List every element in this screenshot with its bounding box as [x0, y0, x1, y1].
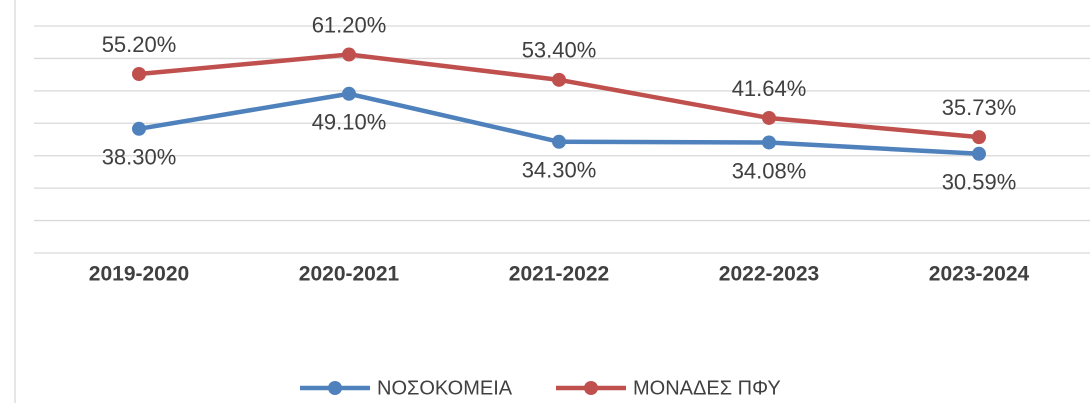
data-point — [762, 110, 776, 125]
data-label: 49.10% — [312, 110, 387, 135]
data-point — [552, 134, 566, 149]
data-label: 34.08% — [732, 158, 807, 183]
data-label: 41.64% — [732, 76, 807, 101]
legend-marker — [584, 381, 598, 395]
data-label: 61.20% — [312, 12, 387, 37]
x-tick-label: 2019-2020 — [89, 263, 189, 286]
data-point — [762, 135, 776, 150]
data-point — [132, 121, 146, 136]
data-point — [972, 130, 986, 145]
x-tick-label: 2022-2023 — [719, 263, 819, 286]
series-line — [138, 52, 980, 140]
x-tick-label: 2020-2021 — [299, 263, 400, 286]
data-point — [342, 86, 356, 101]
data-point — [552, 72, 566, 87]
data-label: 30.59% — [942, 170, 1017, 195]
data-label: 55.20% — [102, 32, 177, 57]
data-label: 38.30% — [102, 145, 177, 170]
data-label: 35.73% — [942, 95, 1017, 120]
data-point — [972, 146, 986, 161]
legend-label: ΜΟΝΑΔΕΣ ΠΦΥ — [633, 377, 781, 399]
data-point — [132, 66, 146, 81]
data-point — [342, 47, 356, 62]
data-label: 53.40% — [522, 38, 597, 63]
x-tick-label: 2023-2024 — [929, 263, 1030, 286]
legend-marker — [328, 381, 342, 395]
legend-label: ΝΟΣΟΚΟΜΕΙΑ — [377, 377, 513, 399]
x-tick-label: 2021-2022 — [509, 263, 609, 286]
data-label: 34.30% — [522, 158, 597, 183]
